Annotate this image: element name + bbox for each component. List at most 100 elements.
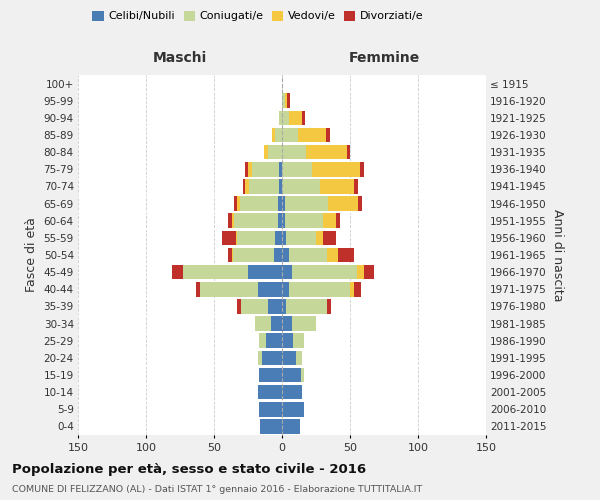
Bar (282, 128, 298, 142)
Bar (326, 128, 329, 142)
Bar (282, 350, 296, 365)
Bar (307, 145, 347, 160)
Bar (252, 162, 279, 176)
Bar (364, 265, 374, 280)
Bar (236, 230, 237, 245)
Bar (232, 248, 233, 262)
Bar (237, 230, 275, 245)
Bar (222, 230, 236, 245)
Bar (282, 368, 301, 382)
Bar (275, 230, 282, 245)
Y-axis label: Anni di nascita: Anni di nascita (551, 209, 563, 301)
Bar (285, 214, 323, 228)
Bar (282, 385, 302, 400)
Bar (257, 282, 282, 296)
Bar (279, 179, 282, 194)
Bar (278, 214, 282, 228)
Bar (282, 419, 299, 434)
Bar (272, 128, 275, 142)
Bar (237, 196, 240, 211)
Text: Femmine: Femmine (349, 50, 419, 64)
Bar (200, 282, 257, 296)
Bar (327, 299, 331, 314)
Bar (278, 196, 282, 211)
Text: COMUNE DI FELIZZANO (AL) - Dati ISTAT 1° gennaio 2016 - Elaborazione TUTTITALIA.: COMUNE DI FELIZZANO (AL) - Dati ISTAT 1°… (12, 485, 422, 494)
Bar (279, 110, 282, 125)
Bar (196, 282, 200, 296)
Bar (282, 110, 289, 125)
Bar (282, 402, 304, 416)
Bar (268, 299, 282, 314)
Bar (357, 265, 364, 280)
Bar (354, 179, 358, 194)
Bar (183, 265, 248, 280)
Bar (282, 162, 312, 176)
Bar (338, 248, 354, 262)
Bar (347, 145, 350, 160)
Bar (259, 334, 266, 348)
Bar (227, 248, 232, 262)
Bar (268, 145, 282, 160)
Bar (275, 128, 282, 142)
Bar (266, 334, 282, 348)
Bar (282, 145, 307, 160)
Bar (279, 162, 282, 176)
Bar (233, 248, 274, 262)
Bar (245, 179, 250, 194)
Bar (328, 196, 358, 211)
Bar (327, 248, 338, 262)
Bar (282, 248, 289, 262)
Bar (337, 214, 340, 228)
Bar (312, 162, 359, 176)
Bar (274, 248, 282, 262)
Bar (245, 162, 248, 176)
Bar (282, 282, 289, 296)
Bar (260, 419, 282, 434)
Bar (250, 179, 279, 194)
Bar (242, 179, 245, 194)
Bar (316, 230, 323, 245)
Bar (287, 94, 290, 108)
Text: Maschi: Maschi (153, 50, 207, 64)
Bar (323, 214, 337, 228)
Bar (237, 299, 241, 314)
Bar (235, 214, 278, 228)
Bar (282, 179, 320, 194)
Bar (265, 145, 268, 160)
Bar (248, 162, 252, 176)
Bar (235, 196, 237, 211)
Bar (350, 282, 354, 296)
Bar (302, 110, 305, 125)
Bar (241, 299, 268, 314)
Bar (323, 230, 337, 245)
Bar (282, 316, 292, 331)
Bar (282, 94, 285, 108)
Bar (255, 316, 271, 331)
Bar (282, 230, 286, 245)
Bar (292, 265, 357, 280)
Bar (292, 316, 316, 331)
Bar (257, 350, 262, 365)
Bar (282, 334, 293, 348)
Bar (286, 299, 327, 314)
Bar (282, 265, 292, 280)
Bar (293, 334, 304, 348)
Y-axis label: Fasce di età: Fasce di età (25, 218, 38, 292)
Bar (289, 248, 327, 262)
Bar (282, 196, 285, 211)
Bar (301, 368, 304, 382)
Bar (282, 299, 286, 314)
Bar (248, 265, 282, 280)
Bar (285, 94, 287, 108)
Legend: Celibi/Nubili, Coniugati/e, Vedovi/e, Divorziati/e: Celibi/Nubili, Coniugati/e, Vedovi/e, Di… (92, 10, 424, 22)
Bar (240, 196, 278, 211)
Bar (289, 110, 302, 125)
Bar (298, 128, 326, 142)
Bar (257, 385, 282, 400)
Bar (289, 282, 350, 296)
Bar (227, 214, 232, 228)
Bar (271, 316, 282, 331)
Bar (232, 214, 235, 228)
Text: Popolazione per età, sesso e stato civile - 2016: Popolazione per età, sesso e stato civil… (12, 462, 366, 475)
Bar (259, 402, 282, 416)
